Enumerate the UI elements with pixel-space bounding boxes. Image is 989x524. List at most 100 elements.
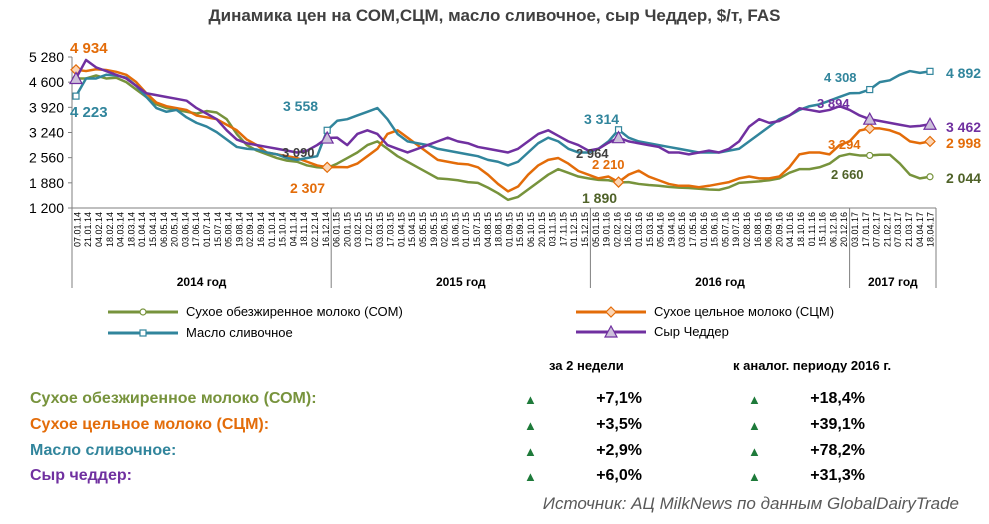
legend-item-scm: Сухое цельное молоко (СЦМ) <box>576 304 834 319</box>
table-row-label: Сыр чеддер: <box>30 467 132 484</box>
data-label: 3 314 <box>584 111 619 127</box>
y-tick-label: 3 920 <box>29 99 64 115</box>
table-value-v1: +7,1% <box>596 390 642 407</box>
x-tick-label: 03.02.15 <box>353 212 363 247</box>
table-value-v2: +78,2% <box>810 442 865 459</box>
data-label: 2 044 <box>946 170 981 186</box>
data-label: 2 307 <box>290 180 325 196</box>
x-tick-label: 04.10.16 <box>785 212 795 247</box>
x-tick-label: 02.12.14 <box>310 212 320 247</box>
x-tick-label: 21.03.17 <box>904 212 914 247</box>
data-point <box>321 161 334 174</box>
up-arrow-icon: ▲ <box>524 469 537 484</box>
x-tick-label: 17.03.15 <box>386 212 396 247</box>
data-point <box>866 151 874 160</box>
table-value-v2: +18,4% <box>810 390 865 407</box>
x-tick-label: 15.09.15 <box>515 212 525 247</box>
data-point <box>926 173 934 181</box>
x-tick-label: 01.10.14 <box>267 212 277 247</box>
x-tick-label: 17.11.15 <box>558 212 568 246</box>
chart-title: Динамика цен на СОМ,СЦМ, масло сливочное… <box>208 6 781 25</box>
x-tick-label: 04.03.14 <box>116 212 126 247</box>
x-tick-label: 03.05.16 <box>677 212 687 247</box>
x-tick-label: 05.07.16 <box>720 212 730 247</box>
series-line <box>75 67 931 193</box>
table-row-label: Сухое обезжиренное молоко (СОМ): <box>30 390 317 407</box>
table-value-v1: +3,5% <box>596 416 642 433</box>
x-tick-label: 01.11.16 <box>807 212 817 246</box>
up-arrow-icon: ▲ <box>524 418 537 433</box>
x-tick-label: 17.02.15 <box>364 212 374 247</box>
up-arrow-icon: ▲ <box>524 444 537 459</box>
x-tick-label: 18.04.17 <box>926 212 936 247</box>
x-tick-label: 17.05.16 <box>688 212 698 247</box>
series-line <box>76 74 931 202</box>
data-label: 3 558 <box>283 98 318 114</box>
table-row-label: Сухое цельное молоко (СЦМ): <box>30 416 270 433</box>
legend-label-butter: Масло сливочное <box>186 325 293 340</box>
x-tick-label: 01.03.16 <box>634 212 644 247</box>
x-tick-label: 04.11.14 <box>288 212 298 246</box>
data-point <box>924 135 936 148</box>
x-tick-label: 07.03.17 <box>893 212 903 247</box>
x-tick-label: 07.01.14 <box>72 212 82 247</box>
legend-item-som: Сухое обезжиренное молоко (СОМ) <box>108 304 403 319</box>
data-label: 1 890 <box>582 190 617 206</box>
x-tick-label: 02.06.15 <box>440 212 450 247</box>
x-tick-label: 15.07.15 <box>472 212 482 247</box>
x-tick-label: 02.09.14 <box>245 212 255 247</box>
y-tick-label: 4 600 <box>29 74 64 90</box>
x-tick-label: 05.04.16 <box>656 212 666 247</box>
x-tick-label: 19.01.16 <box>602 212 612 247</box>
x-tick-label: 21.01.14 <box>83 212 93 247</box>
x-tick-label: 20.01.15 <box>342 212 352 247</box>
data-label: 3 090 <box>282 145 315 160</box>
x-tick-label: 15.03.16 <box>645 212 655 247</box>
data-point <box>68 71 84 85</box>
table-value-v2: +39,1% <box>810 416 865 433</box>
x-tick-label: 15.12.15 <box>580 212 590 247</box>
x-tick-label: 19.08.14 <box>234 212 244 247</box>
legend-item-cheddar: Сыр Чеддер <box>576 324 729 339</box>
up-arrow-icon: ▲ <box>748 469 761 484</box>
data-point <box>863 122 876 135</box>
x-tick-label: 02.08.16 <box>742 212 752 247</box>
data-point <box>320 130 335 144</box>
x-tick-label: 16.08.16 <box>753 212 763 247</box>
up-arrow-icon: ▲ <box>524 392 537 407</box>
data-label: 2 660 <box>831 167 864 182</box>
x-tick-label: 01.07.15 <box>461 212 471 247</box>
x-tick-label: 06.10.15 <box>526 212 536 247</box>
x-tick-label: 03.03.15 <box>375 212 385 247</box>
x-tick-label: 06.09.16 <box>764 212 774 247</box>
table-row-label: Масло сливочное: <box>30 442 177 459</box>
data-point <box>862 111 877 125</box>
x-tick-label: 01.06.16 <box>699 212 709 247</box>
y-tick-label: 1 200 <box>29 200 64 216</box>
table-header-two-weeks: за 2 недели <box>549 358 624 373</box>
y-tick-label: 1 880 <box>29 175 64 191</box>
data-point <box>922 117 938 130</box>
x-tick-label: 15.04.14 <box>148 212 158 247</box>
price-line-chart: 1 200 1 880 2 560 3 240 3 920 4 600 5 280 07.01… <box>29 40 981 289</box>
x-tick-label: 19.05.15 <box>429 212 439 247</box>
data-label: 3 462 <box>946 119 981 135</box>
x-tick-label: 05.05.15 <box>418 212 428 247</box>
x-tick-label: 15.10.14 <box>278 212 288 247</box>
x-tick-label: 18.08.15 <box>494 212 504 247</box>
legend-label-som: Сухое обезжиренное молоко (СОМ) <box>186 304 403 319</box>
y-tick-label: 5 280 <box>29 49 64 65</box>
x-tick-label: 05.08.14 <box>224 212 234 247</box>
x-tick-label: 21.02.17 <box>882 212 892 247</box>
data-point <box>926 67 934 75</box>
data-label: 4 223 <box>70 104 108 121</box>
legend-label-cheddar: Сыр Чеддер <box>654 324 729 339</box>
y-tick-label: 2 560 <box>29 150 64 166</box>
table-header-yoy: к аналог. периоду 2016 г. <box>733 358 892 373</box>
x-tick-label: 01.09.15 <box>504 212 514 247</box>
x-tick-label: 17.06.14 <box>191 212 201 247</box>
data-label: 2 210 <box>592 157 625 172</box>
x-tick-label: 18.11.14 <box>299 212 309 246</box>
x-tick-label: 06.05.14 <box>159 212 169 247</box>
x-tick-label: 04.02.14 <box>94 212 104 247</box>
